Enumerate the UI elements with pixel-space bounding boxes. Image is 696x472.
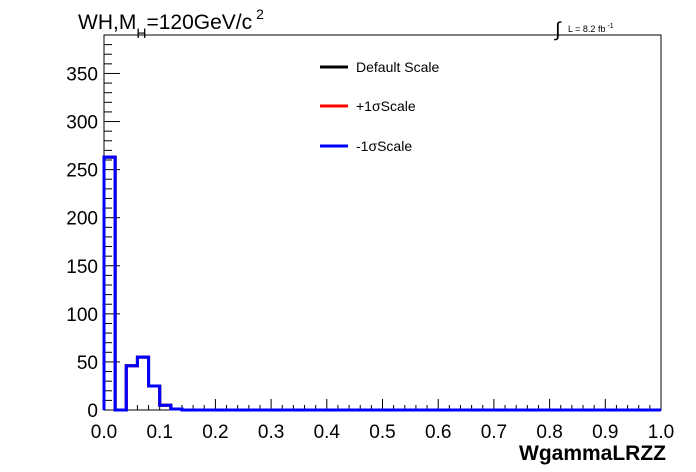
series-line-2 xyxy=(102,155,661,412)
x-tick-label: 0.1 xyxy=(146,422,172,443)
y-tick-label: 250 xyxy=(66,161,98,182)
x-tick-label: 0.5 xyxy=(369,422,395,443)
legend: Default Scale +1σScale -1σScale xyxy=(320,59,439,154)
x-tick-label: 0.0 xyxy=(91,422,117,443)
x-axis-tick-labels: 0.0 0.1 0.2 0.3 0.4 0.5 0.6 0.7 0.8 0.9 1.0 xyxy=(91,422,674,443)
x-tick-label: 0.7 xyxy=(481,422,507,443)
luminosity-label: L = 8.2 fb -1 xyxy=(568,23,614,34)
x-tick-label: 0.6 xyxy=(425,422,451,443)
legend-label-2: -1σScale xyxy=(356,138,412,154)
x-tick-label: 0.8 xyxy=(536,422,562,443)
y-axis-tick-labels: 0 50 100 150 200 250 300 350 xyxy=(66,64,98,422)
y-tick-label: 350 xyxy=(66,64,98,85)
x-tick-label: 0.9 xyxy=(592,422,618,443)
x-axis-label: WgammaLRZZ xyxy=(519,442,666,465)
integral-symbol: ∫ xyxy=(554,19,562,41)
y-tick-label: 50 xyxy=(77,353,98,374)
legend-label-1: +1σScale xyxy=(356,98,416,114)
y-tick-label: 200 xyxy=(66,209,98,230)
x-tick-label: 0.2 xyxy=(202,422,228,443)
x-tick-label: 0.4 xyxy=(314,422,341,443)
y-tick-label: 100 xyxy=(66,305,98,326)
legend-label-0: Default Scale xyxy=(356,59,439,75)
x-tick-label: 1.0 xyxy=(648,422,674,443)
y-tick-label: 300 xyxy=(66,113,98,134)
y-tick-label: 0 xyxy=(87,401,98,422)
x-tick-label: 0.3 xyxy=(258,422,284,443)
series-layer xyxy=(102,155,661,412)
y-tick-label: 150 xyxy=(66,257,98,278)
chart-title: WH,MH=120GeV/c 2 xyxy=(78,6,264,41)
